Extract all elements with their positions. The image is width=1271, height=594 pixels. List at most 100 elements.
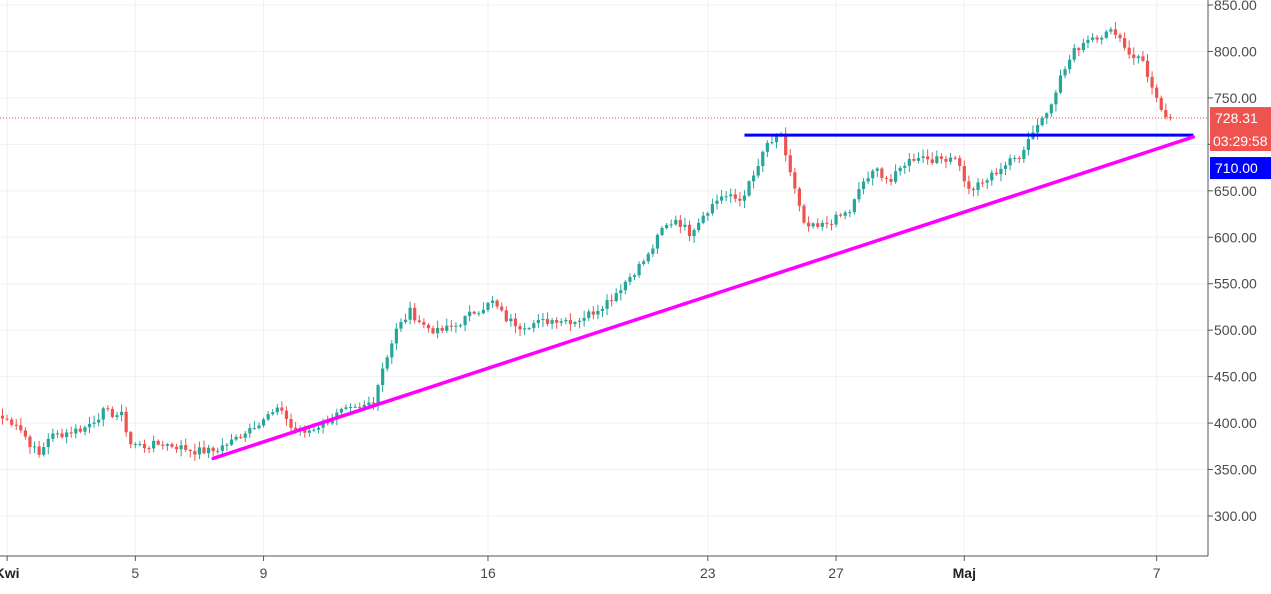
- candle-up: [399, 322, 403, 329]
- candle-up: [742, 195, 747, 201]
- candle-up: [623, 281, 627, 291]
- candle-up: [710, 203, 714, 214]
- y-tick-label: 550.00: [1214, 276, 1257, 292]
- candle-up: [152, 440, 156, 449]
- candle-up: [436, 327, 440, 334]
- candle-down: [1017, 157, 1021, 159]
- candle-up: [651, 248, 655, 254]
- candle-up: [669, 224, 673, 226]
- candle-up: [1063, 69, 1067, 76]
- candle-up: [701, 215, 705, 223]
- candle-up: [55, 433, 60, 435]
- candle-up: [632, 275, 637, 278]
- candle-down: [28, 436, 32, 448]
- candle-up: [596, 310, 600, 315]
- candle-up: [119, 411, 124, 416]
- candle-up: [92, 422, 96, 424]
- candle-down: [962, 165, 966, 182]
- candle-up: [674, 219, 678, 225]
- candle-down: [816, 223, 820, 227]
- candle-up: [468, 311, 472, 317]
- candle-down: [303, 428, 307, 433]
- candle-up: [848, 212, 852, 214]
- candle-up: [243, 433, 247, 438]
- candle-down: [14, 424, 18, 426]
- candle-up: [477, 313, 481, 315]
- candle-up: [490, 300, 495, 303]
- candle-down: [994, 172, 998, 175]
- y-tick-label: 500.00: [1214, 322, 1257, 338]
- x-tick-label: 5: [131, 565, 139, 581]
- candle-down: [202, 447, 206, 454]
- candle-down: [1150, 76, 1154, 88]
- candle-up: [541, 318, 545, 320]
- candle-up: [1040, 117, 1044, 126]
- candle-up: [133, 444, 137, 446]
- candle-up: [774, 135, 779, 143]
- candle-down: [371, 402, 376, 404]
- candle-up: [101, 408, 105, 420]
- candle-down: [23, 430, 27, 437]
- candle-up: [266, 414, 270, 420]
- candle-up: [335, 412, 339, 420]
- candle-down: [967, 181, 971, 189]
- candle-down: [802, 205, 806, 223]
- candle-up: [646, 253, 650, 262]
- candle-up: [458, 325, 463, 327]
- candle-up: [600, 308, 605, 311]
- candle-down: [69, 432, 73, 434]
- candle-up: [655, 234, 660, 249]
- candle-down: [193, 451, 197, 455]
- candle-up: [582, 317, 586, 321]
- candle-down: [958, 158, 962, 166]
- candle-down: [545, 318, 550, 324]
- candle-up: [898, 167, 902, 172]
- candle-up: [65, 432, 69, 438]
- candle-up: [234, 436, 238, 440]
- candle-down: [939, 156, 943, 159]
- candle-up: [1049, 104, 1053, 114]
- candle-up: [990, 172, 994, 181]
- candle-up: [1100, 37, 1104, 40]
- candle-up: [1013, 157, 1017, 159]
- candle-down: [147, 448, 151, 450]
- candle-down: [880, 168, 884, 178]
- x-tick-label: Maj: [953, 565, 976, 581]
- candle-down: [0, 415, 5, 419]
- trend-line[interactable]: [211, 135, 1196, 461]
- candle-down: [495, 300, 499, 307]
- candle-down: [591, 311, 595, 315]
- candle-down: [156, 440, 160, 445]
- candle-up: [248, 428, 252, 434]
- candle-down: [1095, 37, 1099, 40]
- candle-up: [527, 328, 531, 330]
- candle-down: [797, 188, 802, 206]
- candle-down: [926, 156, 930, 160]
- candle-up: [752, 175, 756, 182]
- y-tick-label: 400.00: [1214, 415, 1257, 431]
- candle-up: [948, 157, 953, 162]
- candle-up: [87, 423, 92, 428]
- candle-up: [642, 261, 646, 264]
- x-tick-label: 23: [700, 565, 716, 581]
- candle-up: [1109, 29, 1113, 32]
- candle-up: [138, 443, 142, 445]
- candle-down: [1132, 54, 1136, 59]
- candle-up: [115, 415, 119, 417]
- candle-down: [280, 407, 284, 411]
- candle-down: [884, 177, 889, 179]
- candle-up: [1090, 37, 1095, 40]
- y-tick-label: 750.00: [1214, 90, 1257, 106]
- candle-down: [1164, 109, 1168, 118]
- candle-up: [509, 318, 513, 322]
- candle-up: [985, 180, 989, 183]
- candlestick-series: [0, 22, 1172, 461]
- candle-up: [394, 328, 398, 344]
- drawn-lines: [0, 117, 1208, 461]
- countdown-label: 03:29:58: [1213, 133, 1268, 149]
- x-tick-label: 27: [828, 565, 844, 581]
- candle-down: [284, 410, 289, 419]
- candle-down: [944, 158, 948, 162]
- candle-down: [953, 157, 957, 159]
